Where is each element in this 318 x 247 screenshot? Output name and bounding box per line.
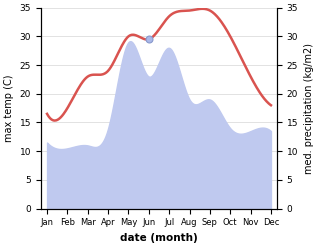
Y-axis label: max temp (C): max temp (C): [4, 74, 14, 142]
Y-axis label: med. precipitation (kg/m2): med. precipitation (kg/m2): [304, 43, 314, 174]
X-axis label: date (month): date (month): [120, 233, 198, 243]
